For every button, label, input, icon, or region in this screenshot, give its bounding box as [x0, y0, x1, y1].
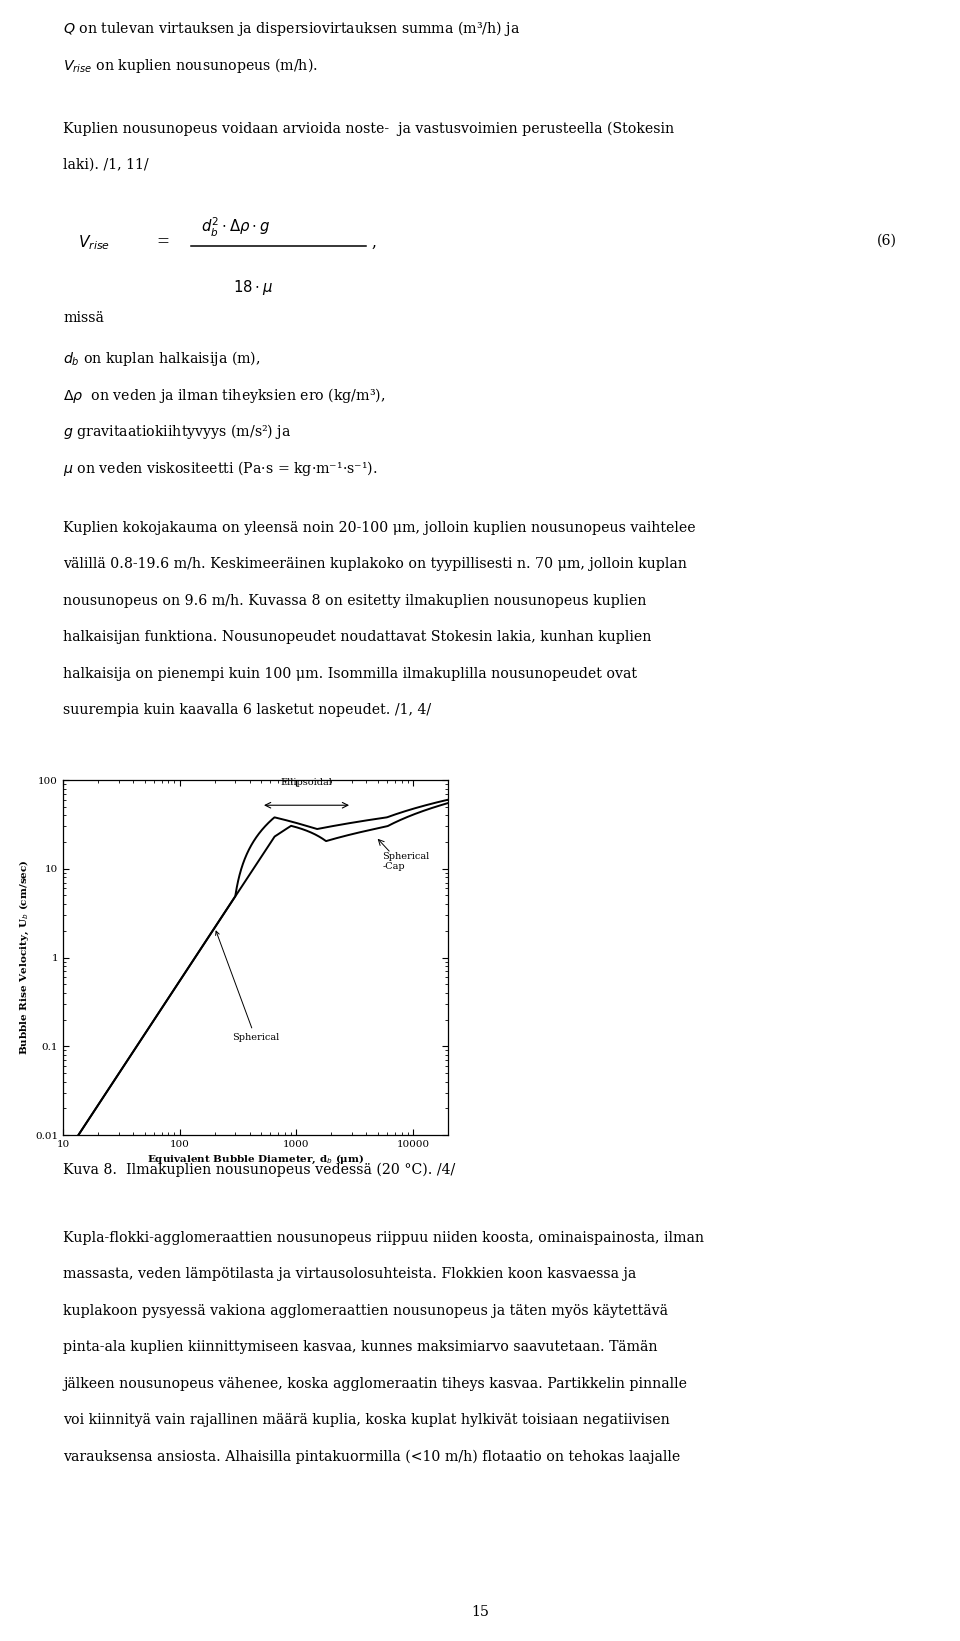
Text: nousunopeus on 9.6 m/h. Kuvassa 8 on esitetty ilmakuplien nousunopeus kuplien: nousunopeus on 9.6 m/h. Kuvassa 8 on esi… [63, 594, 646, 607]
Text: suurempia kuin kaavalla 6 lasketut nopeudet. /1, 4/: suurempia kuin kaavalla 6 lasketut nopeu… [63, 704, 431, 717]
Text: halkaisija on pienempi kuin 100 μm. Isommilla ilmakuplilla nousunopeudet ovat: halkaisija on pienempi kuin 100 μm. Isom… [63, 666, 637, 681]
Text: halkaisijan funktiona. Nousunopeudet noudattavat Stokesin lakia, kunhan kuplien: halkaisijan funktiona. Nousunopeudet nou… [63, 630, 652, 645]
Text: $\Delta\rho$  on veden ja ilman tiheyksien ero (kg/m³),: $\Delta\rho$ on veden ja ilman tiheyksie… [63, 386, 385, 405]
Text: laki). /1, 11/: laki). /1, 11/ [63, 158, 149, 172]
X-axis label: Equivalent Bubble Diameter, d$_b$ (μm): Equivalent Bubble Diameter, d$_b$ (μm) [147, 1154, 364, 1167]
Text: $\mu$ on veden viskositeetti (Pa·s = kg·m⁻¹·s⁻¹).: $\mu$ on veden viskositeetti (Pa·s = kg·… [63, 459, 377, 478]
Text: ,: , [372, 233, 377, 251]
Text: $g$ gravitaatiokiihtyvyys (m/s²) ja: $g$ gravitaatiokiihtyvyys (m/s²) ja [63, 422, 292, 441]
Text: varauksensa ansiosta. Alhaisilla pintakuormilla (<10 m/h) flotaatio on tehokas l: varauksensa ansiosta. Alhaisilla pintaku… [63, 1449, 681, 1464]
Text: $V_{rise}$ on kuplien nousunopeus (m/h).: $V_{rise}$ on kuplien nousunopeus (m/h). [63, 56, 318, 74]
Text: Kuplien kokojakauma on yleensä noin 20-100 μm, jolloin kuplien nousunopeus vaiht: Kuplien kokojakauma on yleensä noin 20-1… [63, 520, 696, 535]
Y-axis label: Bubble Rise Velocity, U$_b$ (cm/sec): Bubble Rise Velocity, U$_b$ (cm/sec) [18, 860, 31, 1055]
Text: massasta, veden lämpötilasta ja virtausolosuhteista. Flokkien koon kasvaessa ja: massasta, veden lämpötilasta ja virtauso… [63, 1267, 636, 1282]
Text: Kuva 8.  Ilmakuplien nousunopeus vedessä (20 °C). /4/: Kuva 8. Ilmakuplien nousunopeus vedessä … [63, 1163, 455, 1177]
Text: Ellipsoidal: Ellipsoidal [280, 778, 332, 788]
Text: $V_{rise}$: $V_{rise}$ [78, 233, 110, 253]
Text: $Q$ on tulevan virtauksen ja dispersiovirtauksen summa (m³/h) ja: $Q$ on tulevan virtauksen ja dispersiovi… [63, 20, 520, 38]
Text: $18 \cdot \mu$: $18 \cdot \mu$ [233, 279, 274, 297]
Text: $d_b$ on kuplan halkaisija (m),: $d_b$ on kuplan halkaisija (m), [63, 350, 260, 368]
Text: 15: 15 [471, 1605, 489, 1620]
Text: =: = [156, 233, 169, 251]
Text: kuplakoon pysyessä vakiona agglomeraattien nousunopeus ja täten myös käytettävä: kuplakoon pysyessä vakiona agglomeraatti… [63, 1303, 668, 1318]
Text: Spherical
-Cap: Spherical -Cap [383, 852, 430, 871]
Text: välillä 0.8-19.6 m/h. Keskimeeräinen kuplakoko on tyypillisesti n. 70 μm, jolloi: välillä 0.8-19.6 m/h. Keskimeeräinen kup… [63, 558, 686, 571]
Text: Kuplien nousunopeus voidaan arvioida noste-  ja vastusvoimien perusteella (Stoke: Kuplien nousunopeus voidaan arvioida nos… [63, 121, 674, 136]
Text: jälkeen nousunopeus vähenee, koska agglomeraatin tiheys kasvaa. Partikkelin pinn: jälkeen nousunopeus vähenee, koska agglo… [63, 1377, 687, 1390]
Text: Spherical: Spherical [216, 930, 279, 1042]
Text: pinta-ala kuplien kiinnittymiseen kasvaa, kunnes maksimiarvo saavutetaan. Tämän: pinta-ala kuplien kiinnittymiseen kasvaa… [63, 1341, 658, 1354]
Text: Kupla-flokki-agglomeraattien nousunopeus riippuu niiden koosta, ominaispainosta,: Kupla-flokki-agglomeraattien nousunopeus… [63, 1231, 704, 1244]
Text: missä: missä [63, 312, 104, 325]
Text: (6): (6) [877, 233, 897, 248]
Text: voi kiinnityä vain rajallinen määrä kuplia, koska kuplat hylkivät toisiaan negat: voi kiinnityä vain rajallinen määrä kupl… [63, 1413, 670, 1428]
Text: $d_b^2 \cdot \Delta\rho \cdot g$: $d_b^2 \cdot \Delta\rho \cdot g$ [201, 215, 270, 238]
